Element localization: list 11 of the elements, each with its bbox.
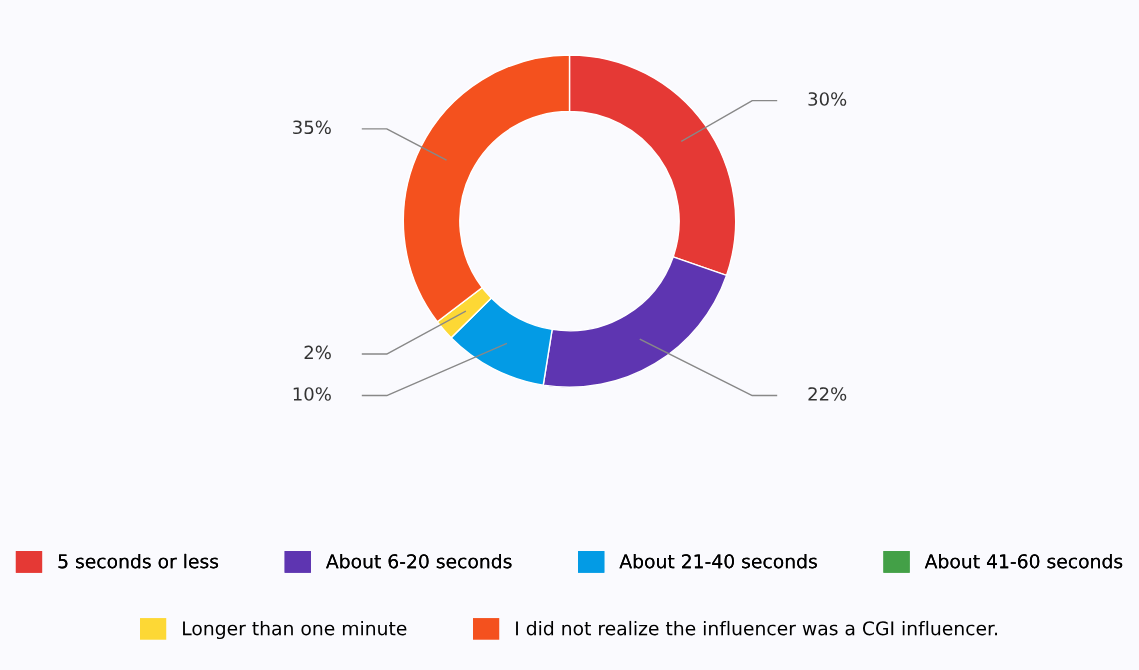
data-label: 22% [808, 387, 847, 401]
legend-label: I did not realize the influencer was a CGI influencer. [516, 620, 997, 636]
data-label: 10% [293, 387, 331, 401]
data-label: 2% [304, 345, 331, 360]
legend-label: About 21-40 seconds [619, 553, 817, 569]
legend-label: Longer than one minute [183, 620, 407, 640]
data-label: 35% [293, 120, 331, 135]
legend-label: 5 seconds or less [58, 553, 219, 569]
legend-label: About 41-60 seconds [924, 553, 1123, 569]
data-label: 30% [808, 92, 847, 106]
legend-label: About 6-20 seconds [326, 553, 512, 569]
